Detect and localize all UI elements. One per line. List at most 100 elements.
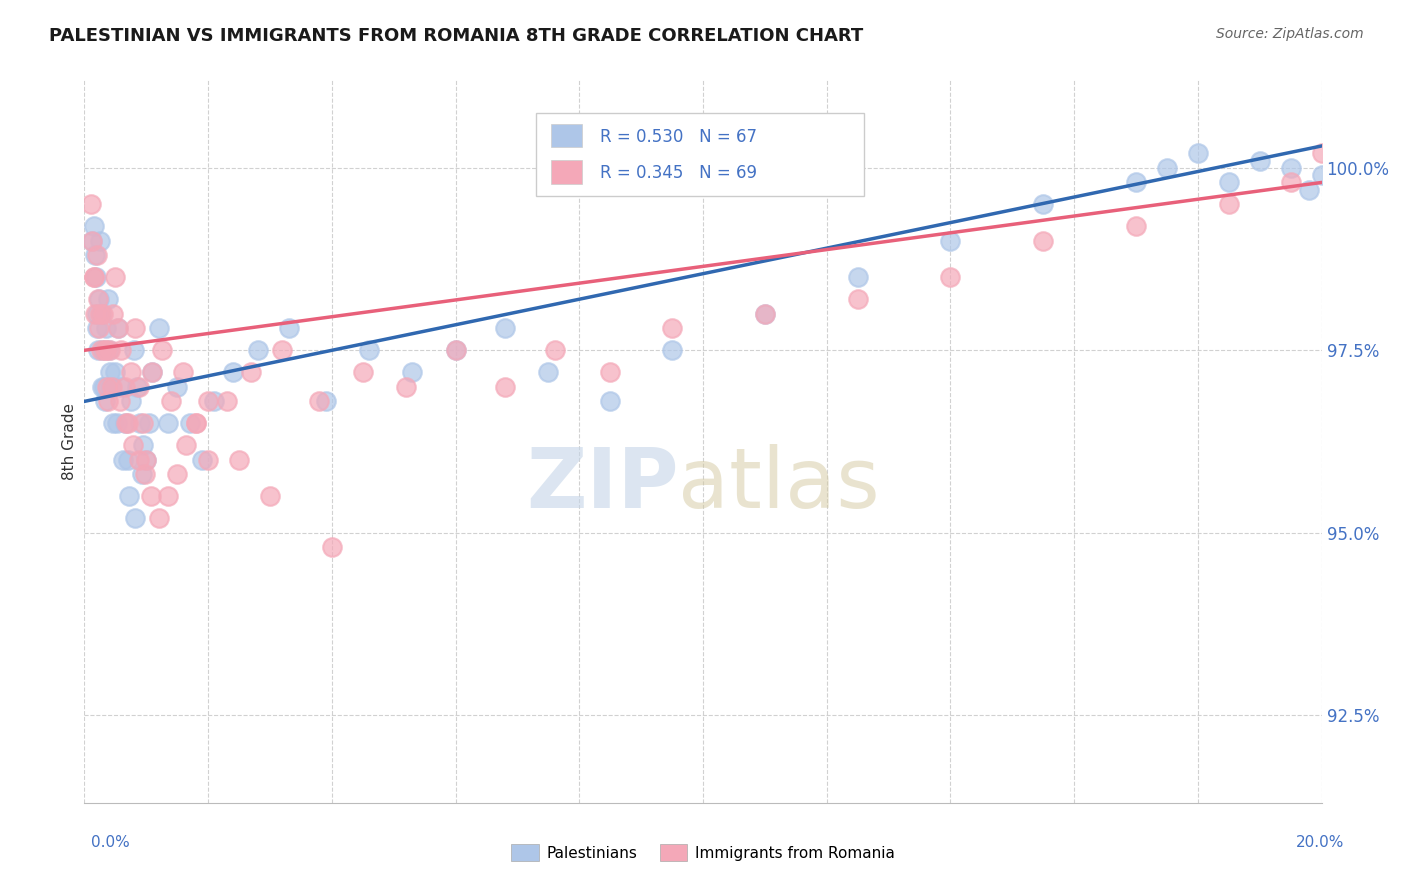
- Point: [141, 489, 163, 503]
- Point: [156, 489, 179, 503]
- Point: [202, 394, 225, 409]
- Point: [166, 380, 188, 394]
- Point: [87, 292, 110, 306]
- Point: [494, 380, 516, 394]
- Point: [90, 343, 112, 358]
- Text: atlas: atlas: [678, 444, 880, 525]
- Point: [215, 394, 238, 409]
- Point: [846, 270, 869, 285]
- Text: ZIP: ZIP: [526, 444, 678, 525]
- Point: [104, 365, 127, 379]
- Point: [101, 380, 124, 394]
- Point: [228, 452, 250, 467]
- Point: [89, 321, 111, 335]
- Point: [1156, 161, 1178, 175]
- Point: [90, 307, 112, 321]
- Point: [191, 452, 214, 467]
- Point: [111, 452, 134, 467]
- Point: [661, 321, 683, 335]
- Point: [444, 343, 467, 358]
- Point: [172, 365, 194, 379]
- Point: [661, 343, 683, 358]
- Text: PALESTINIAN VS IMMIGRANTS FROM ROMANIA 8TH GRADE CORRELATION CHART: PALESTINIAN VS IMMIGRANTS FROM ROMANIA 8…: [49, 27, 863, 45]
- Point: [93, 380, 115, 394]
- Point: [98, 343, 121, 358]
- Point: [101, 307, 124, 321]
- Point: [129, 417, 152, 431]
- FancyBboxPatch shape: [551, 124, 582, 147]
- Point: [1032, 234, 1054, 248]
- Point: [110, 394, 132, 409]
- Point: [1279, 176, 1302, 190]
- Point: [846, 292, 869, 306]
- Point: [395, 380, 418, 394]
- Point: [84, 270, 107, 285]
- Point: [543, 343, 565, 358]
- Point: [100, 380, 122, 394]
- Point: [197, 394, 219, 409]
- Point: [141, 365, 163, 379]
- Point: [114, 380, 136, 394]
- Point: [87, 292, 110, 306]
- Point: [104, 270, 127, 285]
- Point: [114, 417, 136, 431]
- Point: [271, 343, 294, 358]
- Text: 20.0%: 20.0%: [1296, 836, 1344, 850]
- Point: [1125, 219, 1147, 234]
- FancyBboxPatch shape: [536, 112, 863, 196]
- Point: [141, 365, 163, 379]
- Point: [160, 394, 183, 409]
- Point: [107, 321, 129, 335]
- Point: [754, 307, 776, 321]
- Point: [176, 438, 198, 452]
- Point: [128, 452, 150, 467]
- Point: [599, 394, 621, 409]
- Point: [120, 365, 142, 379]
- Point: [101, 417, 124, 431]
- Point: [184, 417, 207, 431]
- Point: [124, 321, 146, 335]
- Point: [1218, 197, 1240, 211]
- Point: [197, 452, 219, 467]
- Point: [94, 394, 117, 409]
- Point: [240, 365, 263, 379]
- Point: [118, 489, 141, 503]
- Point: [1032, 197, 1054, 211]
- Point: [321, 541, 343, 555]
- Point: [83, 270, 105, 285]
- Point: [277, 321, 299, 335]
- Point: [90, 380, 112, 394]
- Text: R = 0.530   N = 67: R = 0.530 N = 67: [600, 128, 758, 145]
- Point: [754, 307, 776, 321]
- Y-axis label: 8th Grade: 8th Grade: [62, 403, 77, 480]
- Point: [1187, 146, 1209, 161]
- Point: [401, 365, 423, 379]
- Point: [107, 321, 129, 335]
- Point: [80, 234, 103, 248]
- Point: [98, 343, 121, 358]
- Point: [1310, 168, 1333, 182]
- Point: [91, 307, 114, 321]
- Text: Source: ZipAtlas.com: Source: ZipAtlas.com: [1216, 27, 1364, 41]
- Point: [105, 417, 128, 431]
- Point: [939, 234, 962, 248]
- Point: [357, 343, 380, 358]
- Point: [117, 417, 139, 431]
- Point: [124, 511, 146, 525]
- Point: [1249, 153, 1271, 168]
- FancyBboxPatch shape: [551, 161, 582, 184]
- Point: [83, 270, 105, 285]
- Point: [117, 452, 139, 467]
- Point: [120, 394, 142, 409]
- Point: [246, 343, 269, 358]
- Point: [444, 343, 467, 358]
- Point: [148, 511, 170, 525]
- Point: [96, 380, 118, 394]
- Point: [86, 248, 108, 262]
- Point: [222, 365, 245, 379]
- Point: [91, 343, 114, 358]
- Point: [121, 438, 143, 452]
- Point: [131, 467, 153, 482]
- Point: [131, 417, 153, 431]
- Point: [135, 452, 157, 467]
